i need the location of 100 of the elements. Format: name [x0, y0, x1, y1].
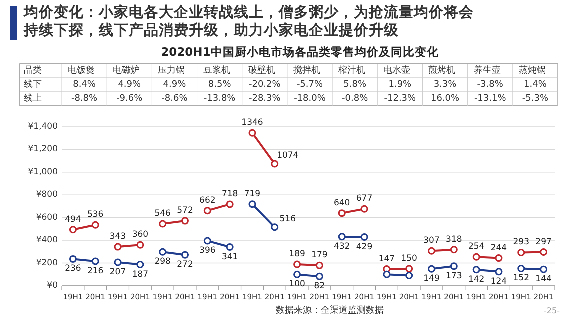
point [495, 268, 503, 276]
data-label: 677 [356, 194, 373, 204]
y-tick-label: ¥0 [47, 281, 58, 291]
text: 2020H1中国厨小电市场各品类零售均价及同比变化 [161, 45, 440, 59]
point [406, 272, 414, 280]
category-label: 线上 [24, 94, 42, 104]
category-label: 压力锅 [158, 65, 186, 76]
data-label: 432 [334, 242, 350, 252]
y-tick-label: ¥1,000 [28, 167, 58, 178]
data-label: 144 [536, 274, 552, 285]
point [316, 262, 324, 270]
category-label: 榨汁机 [338, 65, 366, 76]
data-label: 1074 [277, 151, 299, 162]
text: -28.3% [248, 94, 281, 104]
point [338, 210, 346, 218]
category-label: 电水壶 [384, 65, 411, 76]
data-label: 494 [65, 214, 82, 225]
point [136, 241, 144, 249]
text: 品类 [24, 65, 42, 76]
text: -9.6% [116, 94, 143, 104]
text: 1.4% [524, 80, 547, 90]
data-label: 152 [513, 274, 530, 284]
text: -20.2% [248, 80, 281, 90]
point [204, 237, 212, 245]
point [69, 226, 77, 234]
point [518, 248, 526, 256]
data-label: 216 [87, 266, 104, 276]
data-label: 546 [154, 208, 171, 219]
data-label: 244 [490, 243, 508, 254]
data-label: 516 [280, 214, 296, 224]
data-label: 147 [378, 254, 396, 264]
y-tick-label: ¥800 [36, 190, 58, 200]
data-label: 307 [424, 236, 440, 246]
data-label: 341 [222, 252, 238, 262]
data-label: 124 [490, 276, 508, 287]
point [271, 224, 279, 232]
point [294, 270, 302, 278]
y-tick-label: ¥200 [36, 258, 58, 268]
data-label: 142 [468, 274, 485, 285]
point [406, 265, 414, 273]
point [518, 264, 526, 272]
point [428, 265, 436, 273]
data-label: 298 [154, 257, 171, 268]
point [450, 262, 458, 270]
point [540, 266, 548, 274]
source-note: 数据来源：全渠道监测数据 [276, 305, 384, 316]
point [159, 220, 167, 228]
text: -13.8% [204, 94, 236, 104]
point [383, 270, 391, 278]
point [248, 129, 256, 137]
data-label: 179 [312, 250, 328, 261]
data-label: 396 [200, 246, 216, 256]
point [92, 221, 100, 229]
text: 5.8% [344, 80, 367, 90]
data-label: 662 [200, 196, 216, 206]
text: -5.3% [522, 94, 549, 104]
text: 8.5% [208, 80, 232, 90]
y-tick-label: ¥600 [36, 212, 58, 223]
data-label: 640 [334, 198, 350, 208]
data-label: 207 [110, 267, 126, 278]
data-label: 719 [244, 189, 261, 200]
point [360, 205, 368, 213]
point [450, 246, 458, 254]
data-label: 293 [513, 238, 530, 248]
category-label: 电饭煲 [68, 65, 95, 76]
point [540, 248, 548, 256]
point [226, 200, 234, 208]
point [248, 200, 256, 208]
text: 1.9% [388, 80, 412, 90]
data-label: 189 [289, 250, 306, 260]
data-label: 343 [110, 232, 126, 242]
text: 16.0% [430, 94, 460, 104]
category-label: 破壁机 [247, 65, 276, 76]
text: -25- [544, 306, 560, 316]
text: 4.9% [163, 80, 186, 90]
text: 均价变化：小家电各大企业转战线上，僧多粥少，为抢流量均价将会持续下探，线下产品消费升级，助力小家电企业提价升级 [23, 3, 475, 39]
category-label: 养生壶 [474, 65, 501, 76]
data-label: 173 [446, 271, 462, 282]
y-tick-label: ¥1,200 [28, 144, 58, 155]
data-label: 1346 [242, 118, 264, 128]
point [472, 266, 480, 274]
point [294, 260, 302, 268]
text: -5.7% [296, 80, 324, 90]
text: -13.1% [474, 94, 506, 104]
category-label: 豆浆机 [203, 65, 230, 76]
text: 8.4% [73, 80, 96, 90]
category-label: 搅拌机 [293, 65, 320, 76]
point [92, 258, 100, 266]
point [114, 258, 122, 266]
text: -8.8% [71, 94, 98, 104]
data-label: 718 [222, 189, 238, 200]
point [182, 251, 189, 259]
data-label: 572 [177, 206, 194, 216]
point [226, 244, 234, 252]
data-label: 360 [132, 230, 149, 240]
data-label: 82 [314, 282, 326, 292]
text: 3.3% [434, 80, 457, 90]
text: -3.8% [477, 80, 504, 90]
point [69, 255, 77, 263]
point [136, 261, 144, 269]
